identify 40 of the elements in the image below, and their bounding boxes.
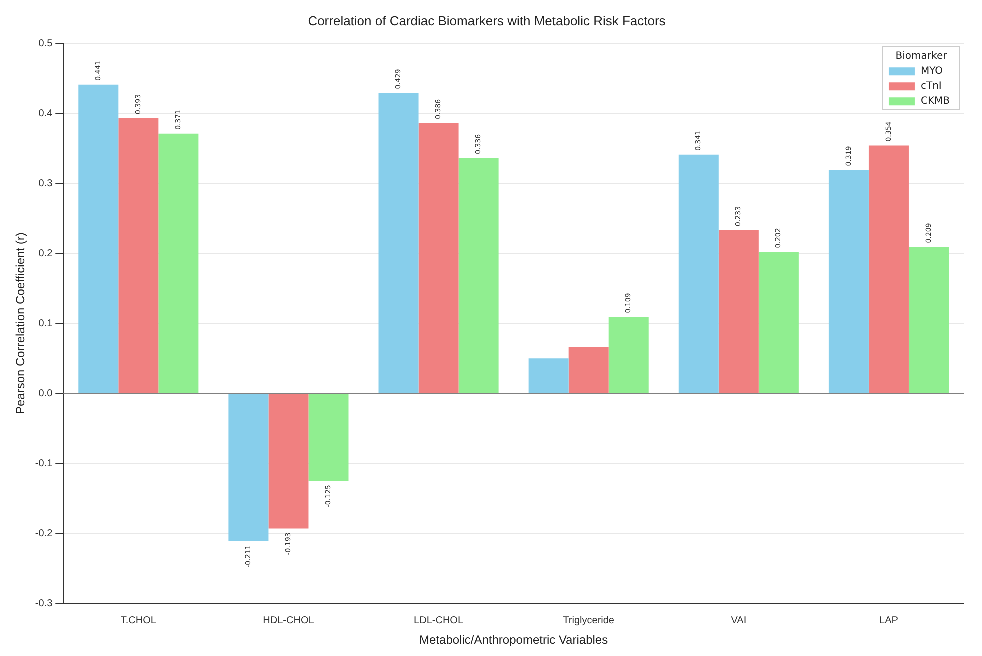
bar [78, 84, 119, 394]
y-tick-label: -0.1 [35, 458, 54, 470]
x-tick-label: LAP [880, 615, 899, 626]
bar [268, 394, 309, 529]
y-tick-label: 0.5 [38, 38, 54, 50]
bar [608, 317, 649, 394]
bar [908, 247, 949, 394]
y-tick-label: 0.4 [38, 108, 54, 120]
x-tick-label: VAI [731, 615, 747, 626]
bar [118, 118, 159, 394]
chart-title: Correlation of Cardiac Biomarkers with Metabolic Risk Factors [308, 13, 666, 28]
y-axis-title: Pearson Correlation Coefficient (r) [14, 232, 28, 415]
bar [158, 134, 199, 394]
bar [718, 230, 759, 394]
bar [458, 158, 499, 394]
y-tick-label: -0.3 [35, 598, 54, 610]
y-tick-label: 0.3 [38, 178, 54, 190]
legend-label: cTnI [920, 81, 942, 92]
y-tick-label: 0.2 [38, 248, 54, 260]
bar [528, 358, 569, 394]
x-tick-label: T.CHOL [120, 615, 157, 626]
x-tick-label: HDL-CHOL [263, 615, 315, 626]
bar [308, 394, 349, 482]
x-tick-label: Triglyceride [563, 615, 615, 626]
bar [378, 93, 419, 394]
legend-label: MYO [920, 66, 944, 78]
bar [568, 347, 609, 394]
bar [758, 252, 799, 394]
y-tick-label: 0.1 [38, 318, 54, 330]
x-tick-label: LDL-CHOL [414, 615, 464, 626]
y-tick-label: -0.2 [35, 528, 54, 540]
x-axis-title: Metabolic/Anthropometric Variables [420, 633, 608, 648]
bar [868, 146, 909, 394]
legend-label: CKMB [920, 96, 950, 108]
bar [418, 123, 459, 394]
bar [228, 394, 269, 542]
bar [828, 170, 869, 394]
y-tick-label: 0.0 [38, 388, 54, 400]
bar [678, 154, 719, 394]
legend-title: Biomarker [896, 51, 948, 62]
